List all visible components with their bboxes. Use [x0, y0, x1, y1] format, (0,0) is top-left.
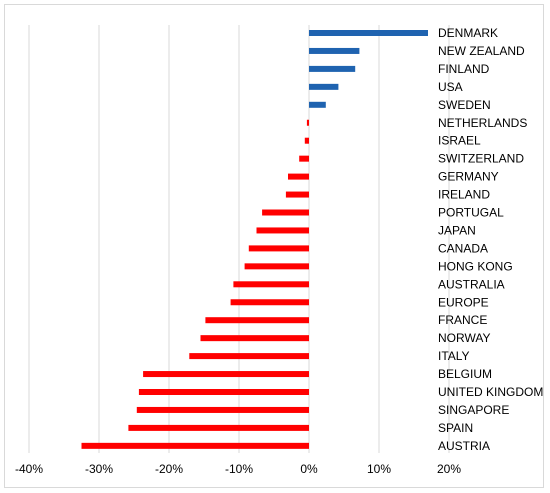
category-label: NORWAY [438, 331, 490, 345]
bar [81, 442, 309, 449]
category-label: CANADA [438, 241, 488, 255]
bar [299, 155, 309, 162]
chart-frame: DENMARK NEW ZEALAND FINLAND USA SWEDEN NETHER… [4, 4, 544, 488]
category-label: FINLAND [438, 62, 490, 76]
bar [189, 353, 309, 360]
x-axis-tick-labels: -40% -30% -20% -10% 0% 10% 20% [15, 462, 461, 476]
x-tick-label: 10% [367, 462, 391, 476]
category-label: DENMARK [438, 26, 498, 40]
bar [309, 30, 428, 36]
category-label: PORTUGAL [438, 206, 504, 220]
bar [136, 406, 309, 413]
bar [248, 245, 309, 252]
category-label: SPAIN [438, 421, 473, 435]
x-tick-label: 0% [300, 462, 318, 476]
bar [230, 299, 309, 306]
bar [309, 101, 326, 108]
category-label: NEW ZEALAND [438, 44, 525, 58]
bar [285, 191, 309, 198]
category-label: ISRAEL [438, 134, 481, 148]
category-label: AUSTRALIA [438, 277, 505, 291]
x-tick-label: -20% [155, 462, 183, 476]
bar [262, 209, 309, 216]
bar [309, 83, 339, 90]
bar [288, 173, 309, 180]
bar [244, 263, 309, 270]
category-label: GERMANY [438, 170, 499, 184]
x-tick-label: -40% [15, 462, 43, 476]
bars [81, 30, 428, 449]
category-label: NETHERLANDS [438, 116, 527, 130]
category-label: UNITED KINGDOM [438, 385, 543, 399]
bar [200, 335, 309, 342]
bar [256, 227, 309, 234]
x-tick-label: 20% [437, 462, 461, 476]
bar [304, 137, 309, 144]
x-tick-label: -10% [225, 462, 253, 476]
category-label: IRELAND [438, 188, 490, 202]
bar [309, 65, 356, 72]
category-label: ITALY [438, 349, 470, 363]
bar-chart: DENMARK NEW ZEALAND FINLAND USA SWEDEN NETHER… [15, 25, 543, 476]
category-labels: DENMARK NEW ZEALAND FINLAND USA SWEDEN NETHER… [438, 26, 543, 453]
category-label: EUROPE [438, 295, 489, 309]
category-label: JAPAN [438, 223, 476, 237]
grid-lines [28, 25, 450, 453]
bar [233, 281, 309, 288]
bar [306, 119, 309, 126]
category-label: BELGIUM [438, 367, 492, 381]
category-label: HONG KONG [438, 259, 513, 273]
x-tick-label: -30% [85, 462, 113, 476]
category-label: AUSTRIA [438, 439, 490, 453]
bar [128, 424, 309, 431]
bar [205, 317, 309, 324]
category-label: USA [438, 80, 463, 94]
category-label: SWITZERLAND [438, 152, 524, 166]
category-label: SINGAPORE [438, 403, 509, 417]
category-label: SWEDEN [438, 98, 491, 112]
bar [309, 47, 360, 54]
category-label: FRANCE [438, 313, 487, 327]
bar [143, 371, 309, 378]
bar [138, 389, 309, 395]
